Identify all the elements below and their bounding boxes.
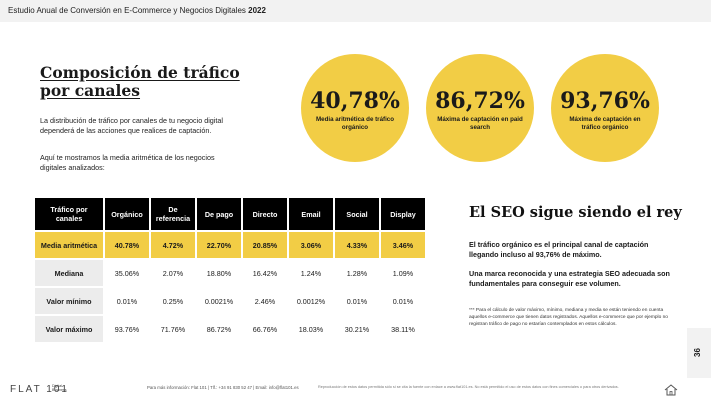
table-row-maximum: Valor máximo 93.76% 71.76% 86.72% 66.76%…: [35, 316, 425, 342]
table-cell: 71.76%: [151, 316, 195, 342]
table-cell: 86.72%: [197, 316, 241, 342]
traffic-channels-table: Tráfico por canales Orgánico De referenc…: [33, 196, 427, 344]
stat-value: 93,76%: [560, 88, 650, 114]
seo-paragraph: El tráfico orgánico es el principal cana…: [469, 240, 649, 259]
row-label: Mediana: [35, 260, 103, 286]
section-title-line1: Composición de tráfico: [40, 63, 240, 82]
stat-circle-organic-average: 40,78% Media aritmética de tráfico orgán…: [301, 54, 409, 162]
page-number-tab: 36: [687, 328, 711, 378]
table-cell: 18.03%: [289, 316, 333, 342]
table-cell: 35.06%: [105, 260, 149, 286]
table-header-row: Tráfico por canales Orgánico De referenc…: [35, 198, 425, 230]
stat-label: Máxima de captación en tráfico orgánico: [569, 116, 641, 131]
table-cell: 22.70%: [197, 232, 241, 258]
table-cell: 66.76%: [243, 316, 287, 342]
table-cell: 30.21%: [335, 316, 379, 342]
page-number: 36: [692, 348, 702, 357]
table-cell: 0.01%: [381, 288, 425, 314]
table-cell: 2.07%: [151, 260, 195, 286]
table-cell: 4.33%: [335, 232, 379, 258]
table-cell: 1.28%: [335, 260, 379, 286]
stat-circle-organic-max: 93,76% Máxima de captación en tráfico or…: [551, 54, 659, 162]
column-header: Tráfico por canales: [35, 198, 103, 230]
row-label: Media aritmética: [35, 232, 103, 258]
stat-circle-paid-max: 86,72% Máxima de captación en paid searc…: [426, 54, 534, 162]
table-cell: 0.25%: [151, 288, 195, 314]
column-header: Email: [289, 198, 333, 230]
table-cell: 38.11%: [381, 316, 425, 342]
row-label: Valor máximo: [35, 316, 103, 342]
stat-label: Media aritmética de tráfico orgánico: [315, 116, 395, 131]
table-cell: 0.0021%: [197, 288, 241, 314]
seo-heading: El SEO sigue siendo el rey: [469, 204, 682, 221]
contact-info: Para más información: Flat 101 | Tlf.: +…: [147, 385, 299, 390]
flat101-logo: FLAT 101: [10, 384, 69, 395]
table-cell: 0.01%: [335, 288, 379, 314]
row-label: Valor mínimo: [35, 288, 103, 314]
legal-notice: Reproducción de estos datos permitida só…: [318, 385, 619, 389]
logo-subtitle: Digital Business: [52, 384, 67, 393]
seo-paragraph: Una marca reconocida y una estrategia SE…: [469, 269, 670, 288]
table-cell: 16.42%: [243, 260, 287, 286]
table-cell: 40.78%: [105, 232, 149, 258]
table-cell: 0.01%: [105, 288, 149, 314]
table-cell: 4.72%: [151, 232, 195, 258]
column-header: Display: [381, 198, 425, 230]
column-header: Directo: [243, 198, 287, 230]
table-row-average: Media aritmética 40.78% 4.72% 22.70% 20.…: [35, 232, 425, 258]
table-cell: 3.46%: [381, 232, 425, 258]
stat-value: 40,78%: [310, 88, 400, 114]
table-cell: 1.09%: [381, 260, 425, 286]
table-cell: 0.0012%: [289, 288, 333, 314]
table-cell: 3.06%: [289, 232, 333, 258]
home-icon[interactable]: [664, 384, 678, 396]
column-header: Social: [335, 198, 379, 230]
footnote: *** Para el cálculo de valor máximo, mín…: [469, 308, 668, 327]
table-cell: 18.80%: [197, 260, 241, 286]
column-header: Orgánico: [105, 198, 149, 230]
top-bar: Estudio Anual de Conversión en E-Commerc…: [0, 0, 711, 22]
section-title: Composición de tráfico por canales: [40, 64, 240, 100]
intro-paragraph: La distribución de tráfico por canales d…: [40, 116, 223, 135]
stat-value: 86,72%: [435, 88, 525, 114]
column-header: De pago: [197, 198, 241, 230]
stat-label: Máxima de captación en paid search: [437, 116, 523, 131]
table-cell: 2.46%: [243, 288, 287, 314]
table-cell: 1.24%: [289, 260, 333, 286]
report-title: Estudio Anual de Conversión en E-Commerc…: [8, 6, 246, 15]
table-intro-paragraph: Aquí te mostramos la media aritmética de…: [40, 153, 215, 172]
section-title-line2: por canales: [40, 81, 141, 100]
report-year: 2022: [248, 6, 266, 15]
table-row-minimum: Valor mínimo 0.01% 0.25% 0.0021% 2.46% 0…: [35, 288, 425, 314]
report-header: Estudio Anual de Conversión en E-Commerc…: [8, 6, 266, 15]
table-cell: 20.85%: [243, 232, 287, 258]
column-header: De referencia: [151, 198, 195, 230]
footer: FLAT 101 Digital Business Para más infor…: [0, 380, 711, 401]
table-cell: 93.76%: [105, 316, 149, 342]
table-row-median: Mediana 35.06% 2.07% 18.80% 16.42% 1.24%…: [35, 260, 425, 286]
